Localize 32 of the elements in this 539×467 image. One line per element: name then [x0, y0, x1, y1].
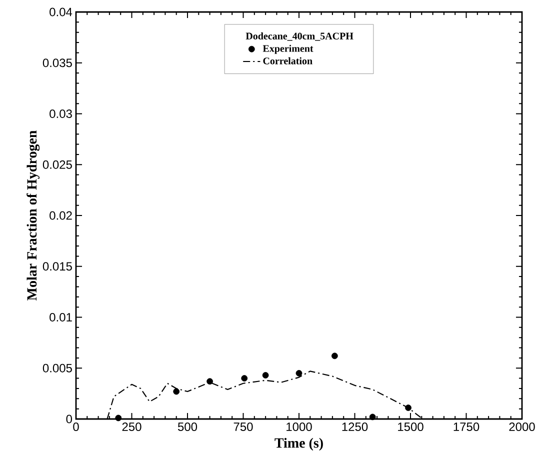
x-tick-label: 0	[73, 422, 79, 432]
legend-label: Correlation	[263, 57, 312, 64]
x-tick-label: 2000	[509, 422, 535, 432]
y-tick-label: 0	[66, 414, 72, 424]
point	[369, 414, 376, 420]
y-tick-label: 0.04	[50, 8, 72, 16]
y-tick-label: 0.02	[50, 211, 72, 220]
point	[296, 370, 302, 376]
point	[173, 388, 180, 395]
x-tick-label: 1000	[286, 422, 312, 432]
x-tick-label: 250	[122, 422, 142, 432]
point	[405, 404, 412, 412]
point	[262, 372, 269, 378]
legend-label: Experiment	[262, 44, 314, 54]
y-tick-label: 0.03	[50, 110, 72, 118]
x-axis-title: Time (s)	[274, 438, 323, 451]
y-tick-label: 0.005	[42, 364, 72, 372]
point	[331, 352, 338, 360]
y-axis-title: Molar Fraction of Hydrogen	[26, 130, 40, 300]
legend-title: Dodecane_40cm_5ACPH	[246, 32, 354, 41]
point	[206, 378, 213, 385]
y-tick-label: 0.01	[50, 313, 72, 322]
point	[241, 375, 248, 382]
x-tick-label: 1500	[398, 422, 424, 432]
point	[115, 414, 122, 422]
y-tick-label: 0.035	[42, 58, 72, 68]
y-tick-label: 0.015	[42, 262, 72, 271]
x-tick-label: 1750	[454, 422, 480, 432]
x-tick-label: 750	[234, 422, 253, 432]
x-tick-label: 1250	[342, 422, 368, 432]
y-tick-label: 0.025	[42, 160, 72, 169]
x-tick-label: 500	[178, 422, 198, 432]
